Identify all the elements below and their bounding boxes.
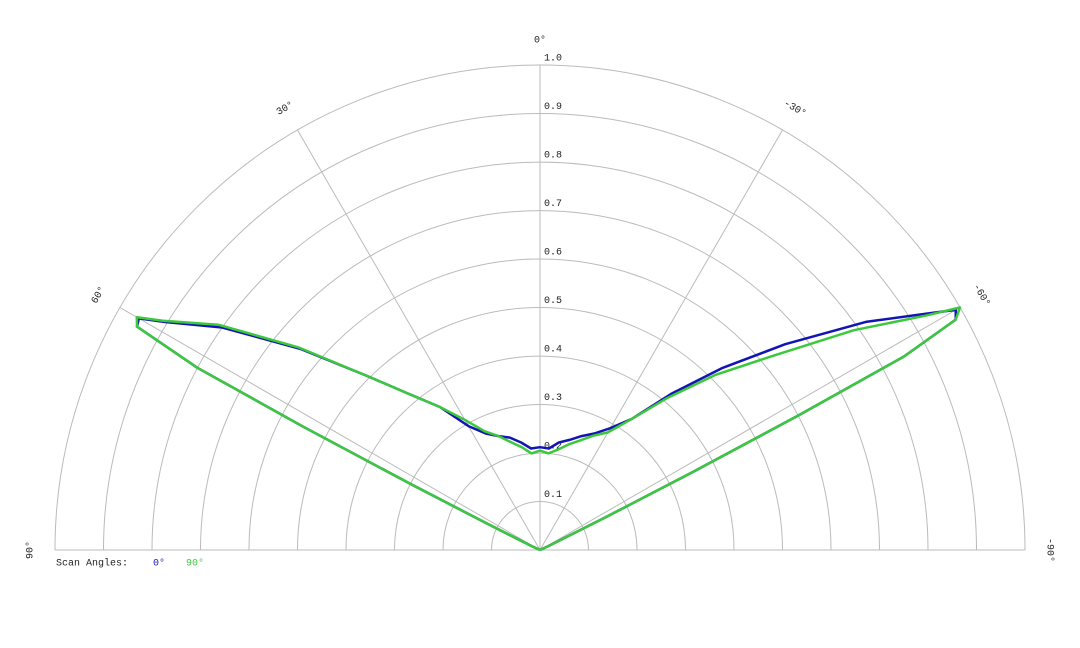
grid-spoke [297,129,541,551]
legend-entry: 90° [186,558,204,570]
r-tick-label: 0.1 [544,490,562,501]
theta-tick-label: 60° [89,285,108,307]
r-tick-label: 0.3 [544,393,562,404]
theta-tick-label: -90° [1043,538,1055,562]
r-tick-label: 0.9 [544,102,562,113]
grid-spoke [539,129,783,551]
theta-tick-label: 90° [25,541,37,559]
theta-tick-label: 0° [534,35,546,47]
legend-title: Scan Angles: [56,558,128,570]
theta-tick-label: 30° [275,99,297,118]
r-tick-label: 1.0 [544,54,562,65]
grid-spoke [119,307,541,551]
r-tick-label: 0.5 [544,296,562,307]
series-line [135,308,958,552]
r-tick-label: 0.6 [544,248,562,259]
legend-entry: 0° [153,558,165,570]
theta-tick-label: -60° [970,282,992,309]
grid-spoke [539,307,961,551]
theta-tick-label: -30° [781,98,808,120]
series-line [135,306,962,552]
r-tick-label: 0.8 [544,151,562,162]
r-tick-label: 0.7 [544,199,562,210]
r-tick-label: 0.4 [544,345,562,356]
